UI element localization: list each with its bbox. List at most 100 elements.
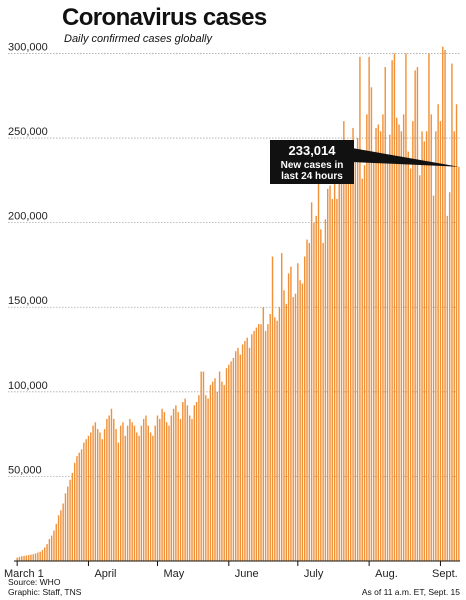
bar	[165, 422, 168, 561]
y-tick-label: 50,000	[8, 464, 42, 476]
bar	[161, 408, 163, 561]
bar	[430, 114, 432, 561]
bar	[269, 313, 271, 561]
x-axis-ticks: March 1 April May June July Aug. Sept.	[4, 561, 458, 580]
bar	[154, 425, 156, 561]
bar	[271, 256, 274, 561]
bar	[257, 324, 260, 561]
bar	[352, 127, 354, 561]
bar	[207, 398, 209, 561]
bar	[32, 554, 34, 561]
x-tick-label: March 1	[4, 568, 44, 580]
bar	[297, 263, 299, 561]
bar	[448, 192, 451, 561]
bar	[145, 415, 147, 561]
bar	[304, 256, 306, 561]
bar	[230, 361, 232, 561]
bar	[140, 425, 143, 561]
bar	[175, 405, 177, 561]
bar	[347, 151, 350, 561]
bar	[285, 303, 288, 561]
bar	[101, 439, 103, 561]
bar	[407, 151, 409, 561]
source-label: Source: WHO	[8, 577, 61, 587]
bar	[253, 330, 255, 561]
bar	[30, 554, 32, 561]
bar	[313, 222, 315, 561]
bar	[368, 56, 370, 562]
bar	[90, 432, 92, 561]
bar	[119, 425, 122, 561]
bar	[18, 556, 21, 561]
bar	[62, 503, 64, 561]
bar	[267, 324, 269, 561]
y-tick-label: 100,000	[8, 380, 48, 392]
bar	[246, 337, 248, 561]
bar	[343, 121, 345, 561]
bar	[87, 435, 90, 561]
x-tick-label: Aug.	[375, 568, 398, 580]
bar	[421, 131, 423, 561]
bar	[287, 273, 290, 561]
bar	[237, 347, 239, 561]
bar	[402, 114, 405, 561]
bar	[446, 215, 449, 561]
bar	[191, 418, 193, 561]
bar	[225, 368, 228, 561]
bar	[294, 293, 297, 561]
bar	[428, 53, 430, 561]
bar	[214, 378, 216, 561]
bar	[414, 70, 416, 562]
callout-pointer	[352, 148, 459, 167]
bar	[354, 154, 357, 561]
bar	[333, 175, 336, 561]
bar	[301, 283, 304, 561]
bar	[188, 415, 191, 561]
callout-annotation: 233,014 New cases in last 24 hours	[270, 140, 459, 184]
bar	[103, 429, 106, 561]
x-tick-label: May	[163, 568, 184, 580]
bar	[276, 320, 278, 561]
bar	[124, 435, 126, 561]
bar	[228, 364, 230, 561]
bar	[393, 53, 396, 561]
bar	[310, 202, 313, 561]
x-tick-label: April	[94, 568, 116, 580]
bar	[117, 442, 120, 561]
bar	[138, 435, 140, 561]
bar	[60, 510, 62, 561]
bar	[239, 354, 242, 561]
bar	[405, 53, 407, 561]
bar	[184, 398, 186, 561]
y-axis-labels: 50,000 100,000 150,000 200,000 250,000 300,00…	[8, 41, 48, 476]
bar	[16, 557, 18, 561]
bar	[248, 347, 251, 561]
bar	[255, 327, 258, 561]
bar	[391, 60, 393, 562]
bar	[122, 422, 124, 561]
bar	[350, 171, 352, 561]
bar	[336, 198, 338, 561]
bar	[78, 452, 80, 561]
bar	[419, 175, 421, 561]
bar	[25, 555, 28, 561]
bar	[444, 50, 446, 561]
bar	[306, 239, 308, 561]
bar	[92, 425, 94, 561]
bar	[412, 121, 414, 561]
bar	[363, 165, 366, 561]
bar	[152, 435, 154, 561]
bar	[96, 429, 99, 561]
bar	[260, 324, 262, 561]
bar	[356, 138, 359, 561]
bar	[366, 114, 368, 561]
bar	[425, 131, 428, 561]
bar	[345, 168, 347, 561]
bar	[232, 357, 235, 561]
y-tick-label: 250,000	[8, 126, 48, 138]
bar	[389, 134, 391, 561]
bar	[223, 385, 225, 561]
bar	[290, 266, 292, 561]
bar	[327, 188, 329, 561]
chart-subtitle: Daily confirmed cases globally	[64, 33, 212, 45]
